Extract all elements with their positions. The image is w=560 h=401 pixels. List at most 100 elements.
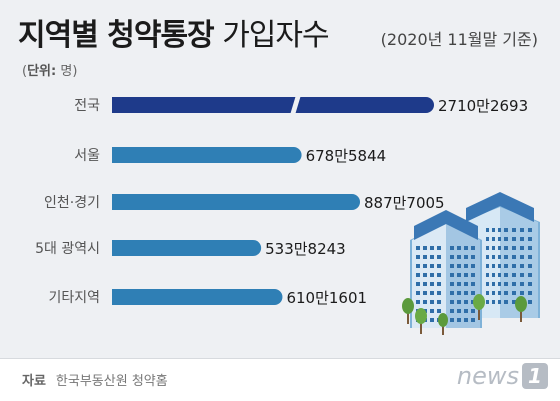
window bbox=[464, 309, 468, 313]
window bbox=[498, 291, 501, 295]
window bbox=[450, 255, 454, 259]
window bbox=[450, 264, 454, 268]
bar bbox=[112, 97, 434, 113]
bar bbox=[112, 289, 283, 305]
window bbox=[528, 255, 532, 259]
building-windows bbox=[416, 228, 532, 322]
window bbox=[423, 300, 427, 304]
window bbox=[471, 246, 475, 250]
window bbox=[504, 282, 508, 286]
window bbox=[464, 273, 468, 277]
title-light: 가입자수 bbox=[222, 18, 329, 53]
window bbox=[512, 228, 516, 232]
window bbox=[528, 291, 532, 295]
window bbox=[416, 300, 420, 304]
window bbox=[450, 246, 454, 250]
window bbox=[520, 228, 524, 232]
window bbox=[450, 273, 454, 277]
title-bold: 지역별 청약통장 bbox=[18, 18, 215, 53]
window bbox=[512, 255, 516, 259]
window bbox=[423, 255, 427, 259]
window bbox=[471, 309, 475, 313]
window bbox=[528, 273, 532, 277]
window bbox=[423, 246, 427, 250]
news1-logo: news 1 bbox=[457, 362, 548, 390]
window bbox=[471, 282, 475, 286]
window bbox=[457, 255, 461, 259]
window bbox=[416, 282, 420, 286]
window bbox=[437, 282, 441, 286]
bar bbox=[112, 240, 262, 256]
window bbox=[464, 264, 468, 268]
window bbox=[492, 282, 495, 286]
window bbox=[486, 300, 489, 304]
window bbox=[498, 300, 501, 304]
date-note: (2020년 11월말 기준) bbox=[380, 30, 538, 49]
window bbox=[504, 300, 508, 304]
window bbox=[416, 264, 420, 268]
window bbox=[504, 237, 508, 241]
window bbox=[486, 246, 489, 250]
window bbox=[520, 291, 524, 295]
source-value: 한국부동산원 청약홈 bbox=[55, 374, 168, 389]
bar bbox=[112, 147, 302, 163]
window bbox=[512, 282, 516, 286]
window bbox=[471, 264, 475, 268]
window bbox=[437, 264, 441, 268]
window bbox=[430, 300, 434, 304]
window bbox=[464, 291, 468, 295]
window bbox=[464, 282, 468, 286]
window bbox=[457, 282, 461, 286]
window bbox=[520, 273, 524, 277]
window bbox=[512, 264, 516, 268]
window bbox=[520, 237, 524, 241]
window bbox=[423, 273, 427, 277]
window bbox=[437, 300, 441, 304]
bar-left-cap bbox=[112, 194, 128, 210]
unit-label: 단위: bbox=[27, 64, 57, 79]
window bbox=[498, 237, 501, 241]
window bbox=[464, 246, 468, 250]
window bbox=[416, 291, 420, 295]
value-label: 2710만2693 bbox=[438, 97, 528, 115]
window bbox=[520, 255, 524, 259]
window bbox=[512, 273, 516, 277]
window bbox=[492, 228, 495, 232]
window bbox=[457, 291, 461, 295]
window bbox=[504, 255, 508, 259]
logo-text: news bbox=[456, 362, 519, 390]
window bbox=[457, 309, 461, 313]
window bbox=[504, 291, 508, 295]
window bbox=[430, 264, 434, 268]
window bbox=[520, 282, 524, 286]
window bbox=[471, 255, 475, 259]
window bbox=[498, 255, 501, 259]
window bbox=[457, 273, 461, 277]
window bbox=[471, 291, 475, 295]
window bbox=[504, 273, 508, 277]
window bbox=[504, 264, 508, 268]
trees bbox=[402, 294, 527, 335]
window bbox=[492, 300, 495, 304]
window bbox=[498, 282, 501, 286]
window bbox=[492, 237, 495, 241]
window bbox=[450, 282, 454, 286]
value-label: 610만1601 bbox=[286, 289, 367, 307]
window bbox=[486, 237, 489, 241]
window bbox=[504, 246, 508, 250]
window bbox=[492, 246, 495, 250]
bar-left-cap bbox=[112, 240, 128, 256]
value-label: 887만7005 bbox=[364, 194, 445, 212]
page-title: 지역별 청약통장 가입자수 bbox=[18, 10, 330, 54]
window bbox=[437, 291, 441, 295]
bar-group: 전국 2710만2693 서울 678만5844 인천·경기 887만7005 5대 광역시… bbox=[35, 95, 528, 307]
window bbox=[512, 237, 516, 241]
window bbox=[457, 246, 461, 250]
category-label: 인천·경기 bbox=[44, 195, 100, 211]
window bbox=[416, 246, 420, 250]
window bbox=[430, 309, 434, 313]
window bbox=[423, 282, 427, 286]
window bbox=[471, 318, 475, 322]
window bbox=[430, 246, 434, 250]
window bbox=[512, 246, 516, 250]
